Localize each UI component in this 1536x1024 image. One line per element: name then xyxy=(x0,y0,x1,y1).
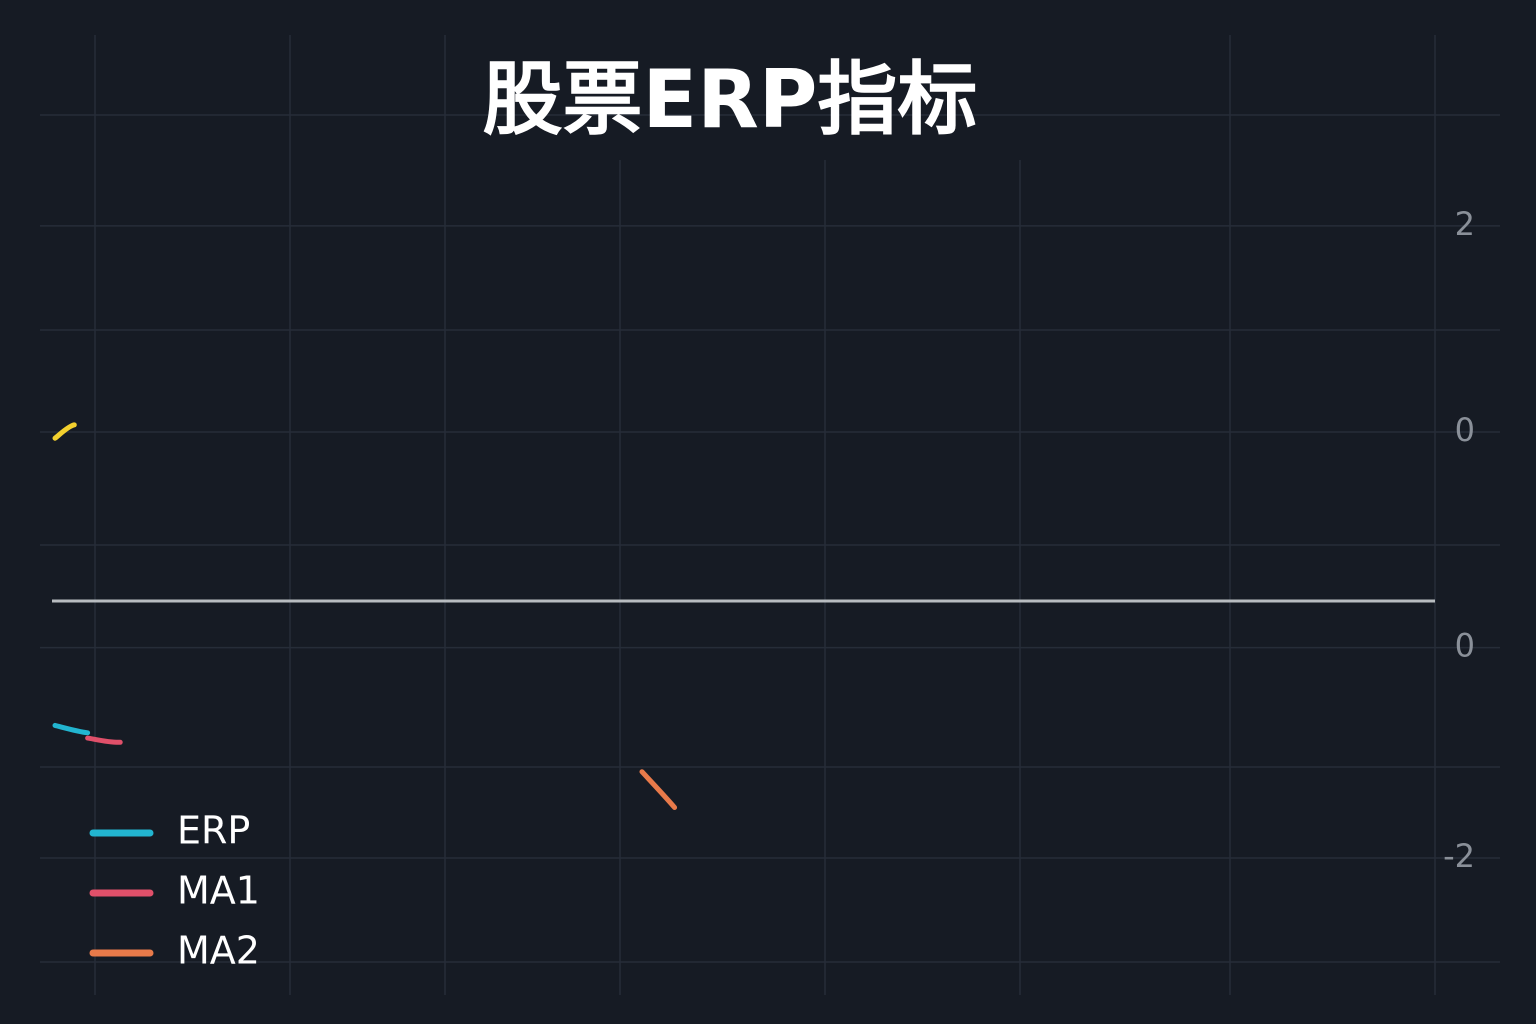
legend-label: ERP xyxy=(177,809,250,853)
y-tick-label: -2 xyxy=(1443,837,1475,875)
chart-title: 股票ERP指标 xyxy=(483,53,978,146)
layout-grid xyxy=(40,35,1500,995)
legend-label: MA2 xyxy=(177,929,260,973)
y-tick-label: 2 xyxy=(1455,205,1475,243)
data-line xyxy=(639,769,678,810)
legend-label: MA1 xyxy=(177,869,260,913)
data-line xyxy=(85,735,123,745)
y-tick-label: 0 xyxy=(1455,411,1475,449)
data-line xyxy=(52,422,77,441)
y-tick-label: 0 xyxy=(1455,627,1475,665)
data-line xyxy=(52,722,91,736)
